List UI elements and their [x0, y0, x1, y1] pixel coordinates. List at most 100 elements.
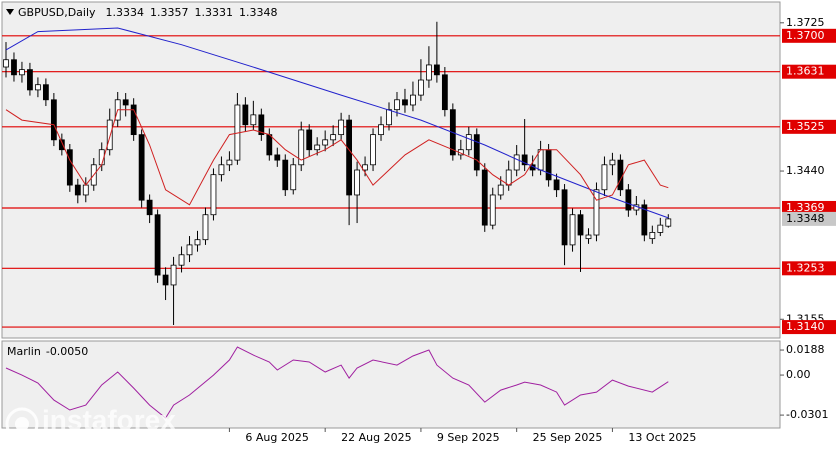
- candle-body: [218, 164, 225, 176]
- candle-body: [561, 189, 568, 246]
- candle-body: [426, 64, 432, 81]
- y-tick-label: 0.0188: [786, 343, 825, 356]
- candle-body: [170, 264, 177, 286]
- watermark-logo: [5, 407, 39, 441]
- candle-body: [657, 224, 664, 233]
- candle-body: [282, 159, 289, 191]
- high-value: 1.3357: [150, 6, 189, 19]
- candle-body: [314, 144, 321, 151]
- x-tick-label: 25 Sep 2025: [533, 431, 603, 444]
- main-panel: [1, 1, 781, 339]
- low-value: 1.3331: [195, 6, 234, 19]
- candle-body: [3, 59, 9, 68]
- candle-body: [27, 69, 33, 91]
- y-tick-label: -0.0301: [786, 408, 828, 421]
- price-label: 1.3348: [786, 212, 825, 225]
- x-tick-label: 13 Oct 2025: [628, 431, 696, 444]
- candle-body: [210, 174, 217, 216]
- candle-body: [481, 169, 488, 226]
- candle-body: [194, 239, 201, 246]
- candle-body: [186, 244, 193, 256]
- candle-body: [354, 169, 360, 196]
- candle-body: [226, 159, 233, 166]
- candle-body: [250, 114, 257, 126]
- candle-body: [178, 254, 185, 266]
- candle-body: [290, 164, 297, 191]
- candle-body: [266, 134, 273, 156]
- watermark: instaforex Instant Forex Trading: [5, 404, 176, 447]
- candle-body: [617, 159, 624, 191]
- candle-body: [338, 119, 345, 136]
- candle-body: [130, 104, 137, 136]
- header: GBPUSD,Daily 1.3334 1.3357 1.3331 1.3348: [18, 6, 278, 19]
- candle-body: [641, 204, 648, 236]
- candle-body: [593, 189, 600, 236]
- symbol: GBPUSD,Daily: [18, 6, 96, 19]
- candle-body: [497, 184, 504, 196]
- y-tick-label: 1.3440: [786, 164, 825, 177]
- x-tick-label: 22 Aug 2025: [341, 431, 411, 444]
- candle-body: [585, 234, 592, 240]
- candle-body: [11, 59, 17, 76]
- candle-body: [19, 69, 25, 76]
- candle-body: [545, 149, 552, 181]
- level-label-box: [782, 119, 836, 134]
- candle-body: [362, 164, 368, 171]
- candle-body: [82, 184, 89, 196]
- candle-body: [322, 139, 329, 146]
- line-series: [5, 27, 669, 219]
- candle-body: [122, 99, 129, 106]
- watermark-logo-core: [15, 417, 29, 431]
- candle-body: [202, 214, 209, 241]
- candle-body: [106, 119, 113, 151]
- candle-body: [402, 99, 408, 106]
- candle-body: [489, 194, 496, 226]
- candle-body: [74, 184, 81, 196]
- candle-body: [138, 134, 145, 201]
- level-label: 1.3253: [786, 261, 825, 274]
- candle-body: [410, 94, 416, 106]
- watermark-tagline: Instant Forex Trading: [46, 435, 150, 447]
- candle-body: [378, 124, 384, 136]
- candle-body: [601, 164, 608, 191]
- candle-body: [577, 214, 584, 236]
- level-label: 1.3525: [786, 120, 825, 133]
- candle-body: [609, 159, 616, 166]
- level-label-box: [782, 200, 836, 215]
- candle-body: [521, 154, 528, 166]
- level-label-box: [782, 28, 836, 43]
- candle-body: [370, 134, 376, 166]
- candle-body: [441, 74, 448, 111]
- level-label-box: [782, 64, 836, 79]
- candle-body: [394, 99, 400, 111]
- candle-body: [513, 154, 520, 171]
- candle-body: [433, 64, 440, 76]
- close-value: 1.3348: [239, 6, 278, 19]
- candle-body: [298, 129, 305, 166]
- indicator-header: Marlin -0.0050: [7, 345, 88, 358]
- candle-body: [66, 149, 73, 186]
- level-label: 1.3369: [786, 201, 825, 214]
- watermark-brand: instaforex: [42, 404, 176, 435]
- level-label-box: [782, 320, 836, 335]
- y-tick-label: 1.3725: [786, 16, 825, 29]
- candle-body: [50, 99, 57, 141]
- candle-body: [42, 84, 49, 101]
- line-series: [5, 346, 669, 419]
- candle-body: [330, 134, 337, 141]
- candle-body: [418, 79, 424, 96]
- candle-body: [346, 119, 353, 196]
- candle-body: [569, 214, 576, 246]
- candle-body: [274, 154, 281, 161]
- indicator-panel: [1, 340, 781, 429]
- level-label: 1.3700: [786, 29, 825, 42]
- indicator-name: Marlin: [7, 345, 41, 358]
- level-label: 1.3631: [786, 65, 825, 78]
- candle-body: [625, 189, 632, 211]
- level-label: 1.3140: [786, 320, 825, 333]
- candle-body: [162, 274, 169, 286]
- candle-body: [242, 104, 249, 126]
- menu-arrow[interactable]: [6, 9, 14, 15]
